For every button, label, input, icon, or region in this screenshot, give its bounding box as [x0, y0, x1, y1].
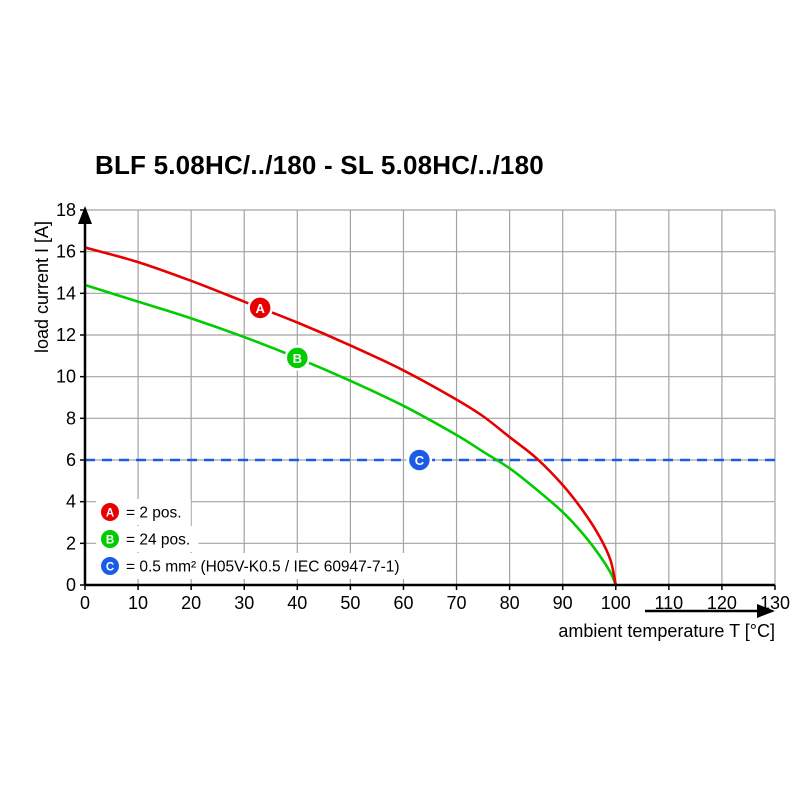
- legend-label-C: = 0.5 mm² (H05V-K0.5 / IEC 60947-7-1): [126, 559, 400, 576]
- x-axis-arrowhead: [757, 604, 775, 618]
- y-tick-label: 10: [56, 367, 76, 387]
- x-axis-label: ambient temperature T [°C]: [558, 621, 775, 641]
- curve-marker-A: [247, 295, 273, 321]
- x-tick-label: 0: [80, 593, 90, 613]
- legend-label-B: = 24 pos.: [126, 532, 190, 549]
- legend-row-bg: [96, 553, 412, 579]
- y-tick-label: 18: [56, 200, 76, 220]
- y-tick-label: 4: [66, 492, 76, 512]
- y-tick-label: 2: [66, 533, 76, 553]
- y-tick-label: 0: [66, 575, 76, 595]
- legend-marker-letter: A: [106, 508, 114, 520]
- legend-marker-letter: C: [106, 562, 114, 574]
- series-curve-A: [84, 246, 618, 586]
- x-tick-label: 30: [234, 593, 254, 613]
- x-tick-label: 80: [500, 593, 520, 613]
- x-tick-label: 10: [128, 593, 148, 613]
- x-tick-label: 110: [654, 593, 683, 613]
- x-tick-label: 100: [601, 593, 631, 613]
- legend-marker-C: [101, 557, 119, 575]
- x-tick-label: 50: [340, 593, 360, 613]
- x-tick-label: 60: [393, 593, 413, 613]
- curve-marker-letter: B: [293, 351, 302, 366]
- curve-marker-C: [406, 447, 433, 473]
- chart-title: BLF 5.08HC/../180 - SL 5.08HC/../180: [95, 150, 544, 180]
- curve-marker-letter: C: [415, 453, 425, 468]
- series-curve-B: [84, 283, 617, 586]
- legend-marker-B: [101, 530, 119, 548]
- legend-marker-A: [101, 503, 119, 521]
- x-tick-label: 130: [760, 593, 790, 613]
- legend-label-A: = 2 pos.: [126, 505, 182, 522]
- y-tick-label: 12: [56, 325, 76, 345]
- x-tick-label: 40: [287, 593, 307, 613]
- y-tick-label: 6: [66, 450, 76, 470]
- y-axis-arrowhead: [78, 206, 92, 224]
- legend-marker-letter: B: [106, 535, 114, 547]
- x-tick-label: 70: [447, 593, 467, 613]
- curve-marker-B: [284, 345, 311, 371]
- y-tick-label: 14: [56, 283, 76, 303]
- y-tick-label: 16: [56, 242, 76, 262]
- x-tick-label: 120: [707, 593, 737, 613]
- curve-marker-letter: A: [255, 301, 265, 316]
- x-tick-label: 20: [181, 593, 201, 613]
- y-tick-label: 8: [66, 408, 76, 428]
- x-tick-label: 90: [553, 593, 573, 613]
